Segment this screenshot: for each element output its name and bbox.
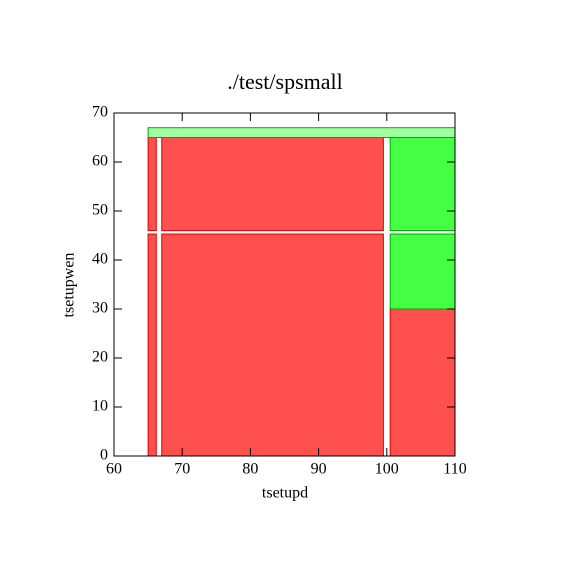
y-tick-label: 40	[92, 251, 108, 268]
region	[161, 137, 384, 232]
region	[161, 233, 384, 457]
x-tick-label: 60	[106, 461, 122, 478]
region	[389, 233, 456, 310]
y-tick-label: 0	[100, 447, 108, 464]
plot-frame	[113, 112, 456, 457]
y-tick-label: 20	[92, 349, 108, 366]
region	[147, 137, 157, 232]
region	[389, 137, 456, 232]
y-axis-label: tsetupwen	[61, 253, 78, 318]
x-tick-label: 70	[174, 461, 190, 478]
x-tick-label: 110	[443, 461, 466, 478]
y-tick-label: 60	[92, 153, 108, 170]
region	[147, 233, 157, 457]
y-tick-label: 50	[92, 202, 108, 219]
x-axis-label: tsetupd	[262, 485, 308, 502]
x-tick-label: 80	[242, 461, 258, 478]
y-tick-label: 10	[92, 398, 108, 415]
region	[389, 308, 456, 457]
y-tick-label: 30	[92, 300, 108, 317]
chart-title: ./test/spsmall	[227, 69, 343, 94]
region	[147, 127, 456, 138]
x-tick-label: 90	[311, 461, 327, 478]
y-tick-label: 70	[92, 104, 108, 121]
x-tick-label: 100	[375, 461, 399, 478]
